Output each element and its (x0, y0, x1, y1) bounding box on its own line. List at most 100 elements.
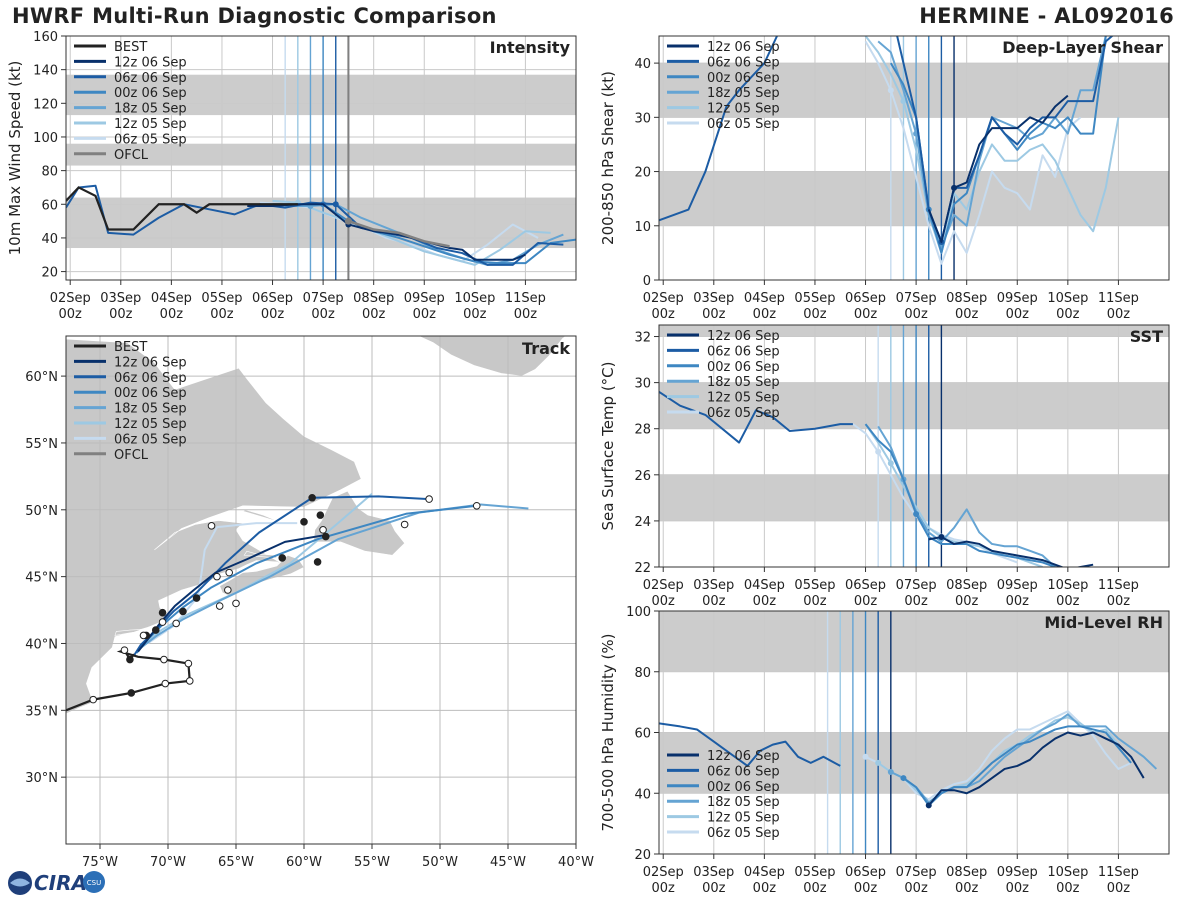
intensity-init-marker (332, 201, 339, 208)
sst-xtick-label: 06Sep (845, 578, 886, 593)
chart-title-left: HWRF Multi-Run Diagnostic Comparison (12, 4, 497, 28)
rh-band (659, 611, 1169, 672)
shear-xtick-label2: 00z (803, 307, 827, 322)
best-track-marker (184, 659, 193, 668)
track-legend-label: BEST (114, 340, 147, 355)
sst-xtick-label2: 00z (904, 594, 928, 609)
track-xtick-label: 65°W (218, 855, 254, 870)
sst-panel: 22242628303202Sep00z03Sep00z04Sep00z05Se… (599, 324, 1170, 609)
sst-ytick-label: 26 (634, 469, 651, 484)
rh-series-line (877, 716, 1120, 804)
intensity-ytick-label: 60 (41, 198, 58, 213)
shear-legend-label: 00z 06 Sep (707, 71, 780, 86)
rh-xtick-label: 04Sep (744, 865, 785, 880)
sst-xtick-label2: 00z (702, 594, 726, 609)
rh-xtick-label: 11Sep (1098, 865, 1139, 880)
rh-ytick-label: 80 (634, 666, 651, 681)
intensity-legend-label: OFCL (114, 148, 149, 163)
intensity-xtick-label: 03Sep (100, 291, 141, 306)
track-position-marker (215, 602, 224, 610)
shear-ylabel: 200-850 hPa Shear (kt) (599, 71, 617, 245)
intensity-ytick-label: 120 (33, 97, 58, 112)
intensity-xtick-label: 08Sep (353, 291, 394, 306)
rh-ytick-label: 40 (634, 787, 651, 802)
sst-plot-area (659, 325, 1169, 567)
intensity-xtick-label: 07Sep (303, 291, 344, 306)
intensity-ytick-label: 20 (41, 266, 58, 281)
shear-band (659, 171, 1169, 226)
sst-xtick-label2: 00z (652, 594, 676, 609)
track-frame (65, 335, 577, 845)
shear-series-line (877, 36, 1109, 249)
sst-xtick-label2: 00z (955, 594, 979, 609)
track-position-marker (158, 618, 167, 626)
track-legend-label: 18z 05 Sep (114, 402, 187, 417)
intensity-xtick-label: 11Sep (505, 291, 546, 306)
rh-init-marker (925, 802, 932, 809)
sst-series-line (659, 391, 853, 444)
rh-xtick-label: 10Sep (1047, 865, 1088, 880)
shear-xtick-label: 04Sep (744, 291, 785, 306)
best-track-marker (89, 695, 97, 704)
rh-series-line (865, 710, 1132, 801)
track-ytick-label: 60°N (25, 370, 58, 385)
shear-xtick-label: 08Sep (946, 291, 987, 306)
track-position-marker (172, 619, 180, 628)
logo-text: CIRA (34, 871, 87, 895)
sst-legend-label: 12z 06 Sep (707, 329, 780, 344)
rh-xtick-label: 07Sep (896, 865, 937, 880)
intensity-xtick-label: 05Sep (201, 291, 242, 306)
track-line (137, 534, 325, 653)
shear-init-marker (900, 98, 907, 105)
shear-legend-label: 18z 05 Sep (707, 86, 780, 101)
intensity-xtick-label2: 00z (413, 307, 437, 322)
rh-xtick-label: 03Sep (693, 865, 734, 880)
shear-title: Deep-Layer Shear (1002, 38, 1163, 57)
rh-xtick-label: 08Sep (946, 865, 987, 880)
sst-band (659, 325, 1169, 337)
sst-init-marker (887, 460, 894, 467)
shear-ytick-label: 30 (634, 111, 651, 126)
intensity-ofcl-marker (344, 217, 352, 225)
sst-xtick-label2: 00z (1107, 594, 1131, 609)
track-xtick-label: 55°W (354, 855, 390, 870)
sst-legend-label: 18z 05 Sep (707, 375, 780, 390)
intensity-frame (65, 35, 577, 281)
track-legend-label: 12z 06 Sep (114, 355, 187, 370)
track-xtick-label: 40°W (558, 855, 594, 870)
intensity-xtick-label2: 00z (261, 307, 285, 322)
sst-xtick-label2: 00z (753, 594, 777, 609)
intensity-legend-label: 12z 05 Sep (114, 117, 187, 132)
shear-plot-area (659, 36, 1169, 280)
shear-legend-label: 06z 06 Sep (707, 55, 780, 70)
rh-xtick-label2: 00z (803, 881, 827, 896)
track-ytick-label: 40°N (25, 637, 58, 652)
sst-xtick-label: 04Sep (744, 578, 785, 593)
shear-panel: 01020304002Sep00z03Sep00z04Sep00z05Sep00… (599, 35, 1170, 322)
shear-series-line (864, 40, 1082, 265)
track-xtick-label: 70°W (150, 855, 186, 870)
sst-xtick-label: 09Sep (997, 578, 1038, 593)
intensity-xtick-label2: 00z (463, 307, 487, 322)
rh-plot-area (659, 611, 1169, 854)
cira-logo-icon: CIRA CSU (8, 871, 105, 895)
shear-ytick-label: 10 (634, 220, 651, 235)
track-position-marker (151, 626, 160, 634)
intensity-xtick-label2: 00z (210, 307, 234, 322)
shear-series-line (927, 94, 1069, 244)
track-position-marker (232, 599, 240, 608)
track-position-marker (425, 495, 433, 503)
shear-xtick-label: 09Sep (997, 291, 1038, 306)
intensity-ytick-label: 140 (33, 64, 58, 79)
track-legend-label: 12z 05 Sep (114, 417, 187, 432)
rh-xtick-label2: 00z (1107, 881, 1131, 896)
logo-subtext: CSU (87, 879, 101, 887)
intensity-legend-label: 12z 06 Sep (114, 55, 187, 70)
track-position-marker (225, 568, 233, 577)
storm-id-title: HERMINE - AL092016 (919, 4, 1174, 28)
intensity-plot-area (66, 36, 576, 280)
rh-ytick-label: 20 (634, 848, 651, 863)
intensity-series-line (272, 199, 551, 266)
shear-init-marker (887, 87, 894, 94)
track-position-marker (319, 526, 327, 534)
